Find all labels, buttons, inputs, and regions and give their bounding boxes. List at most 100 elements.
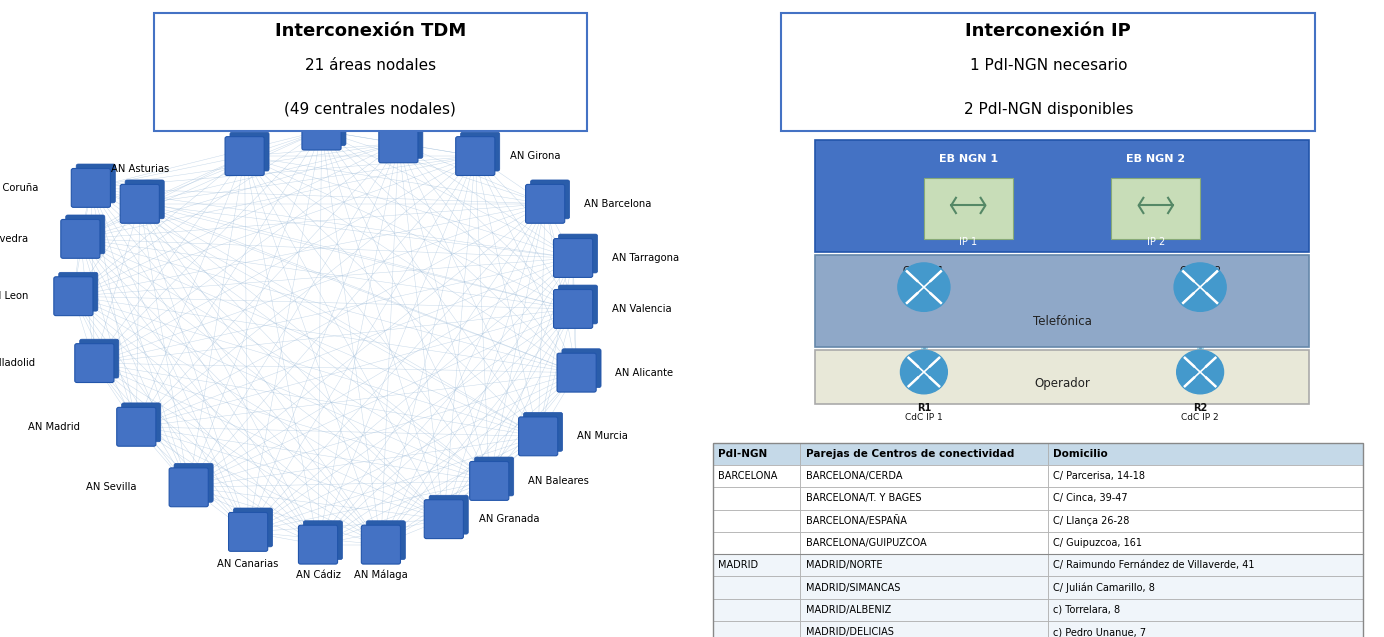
Text: R1: R1 bbox=[916, 285, 931, 296]
Text: R2: R2 bbox=[1193, 285, 1208, 296]
Bar bbox=[1048, 532, 1363, 554]
FancyBboxPatch shape bbox=[226, 136, 264, 175]
Text: MADRID/ALBENIZ: MADRID/ALBENIZ bbox=[805, 605, 891, 615]
Bar bbox=[713, 443, 800, 465]
FancyBboxPatch shape bbox=[383, 120, 424, 158]
Text: BARCELONA/CERDA: BARCELONA/CERDA bbox=[805, 471, 902, 481]
Bar bbox=[1048, 443, 1363, 465]
FancyBboxPatch shape bbox=[125, 180, 165, 218]
Text: 21 áreas nodales: 21 áreas nodales bbox=[304, 58, 436, 73]
Bar bbox=[713, 621, 800, 637]
FancyBboxPatch shape bbox=[469, 461, 509, 501]
FancyBboxPatch shape bbox=[425, 499, 464, 539]
FancyBboxPatch shape bbox=[554, 289, 592, 329]
Text: c) Pedro Unanue, 7: c) Pedro Unanue, 7 bbox=[1053, 627, 1146, 637]
Text: R2: R2 bbox=[1193, 403, 1207, 413]
Bar bbox=[1111, 178, 1200, 239]
FancyBboxPatch shape bbox=[72, 168, 111, 208]
Bar bbox=[713, 487, 800, 510]
FancyBboxPatch shape bbox=[122, 403, 161, 442]
Text: Interconexión IP: Interconexión IP bbox=[966, 22, 1131, 40]
Text: CdC IP 2: CdC IP 2 bbox=[1182, 413, 1219, 422]
Text: C/ Llança 26-28: C/ Llança 26-28 bbox=[1053, 516, 1129, 526]
Bar bbox=[713, 443, 1363, 637]
Text: AN Tarragona: AN Tarragona bbox=[612, 253, 678, 263]
Text: AN Alicante: AN Alicante bbox=[614, 368, 673, 378]
Text: CdC IP 2: CdC IP 2 bbox=[1179, 266, 1221, 276]
Text: AN Coruña: AN Coruña bbox=[0, 183, 39, 193]
Text: AN Guipuzcoa: AN Guipuzcoa bbox=[286, 94, 357, 104]
Bar bbox=[800, 465, 1048, 487]
FancyBboxPatch shape bbox=[61, 219, 100, 259]
Bar bbox=[713, 576, 800, 599]
Text: MADRID/SIMANCAS: MADRID/SIMANCAS bbox=[805, 583, 901, 592]
Bar bbox=[800, 621, 1048, 637]
FancyBboxPatch shape bbox=[58, 273, 98, 311]
Bar bbox=[815, 255, 1309, 347]
Text: EB NGN 2: EB NGN 2 bbox=[1127, 154, 1185, 164]
Text: AN Girona: AN Girona bbox=[511, 151, 561, 161]
Text: c) Torrelara, 8: c) Torrelara, 8 bbox=[1053, 605, 1121, 615]
Text: C/ Guipuzcoa, 161: C/ Guipuzcoa, 161 bbox=[1053, 538, 1142, 548]
FancyBboxPatch shape bbox=[76, 164, 115, 203]
Text: AN Cádiz: AN Cádiz bbox=[296, 570, 340, 580]
FancyBboxPatch shape bbox=[475, 457, 513, 496]
FancyBboxPatch shape bbox=[562, 349, 601, 387]
Bar bbox=[1048, 510, 1363, 532]
FancyBboxPatch shape bbox=[228, 512, 267, 551]
Text: AN Murcia: AN Murcia bbox=[577, 431, 627, 441]
Text: IP 2: IP 2 bbox=[1146, 237, 1165, 247]
Text: (49 centrales nodales): (49 centrales nodales) bbox=[285, 102, 457, 117]
Bar bbox=[815, 140, 1309, 252]
Text: AN Vizcaya: AN Vizcaya bbox=[217, 119, 273, 129]
Text: AN Valencia: AN Valencia bbox=[612, 304, 671, 314]
Circle shape bbox=[898, 263, 949, 311]
Text: BARCELONA: BARCELONA bbox=[718, 471, 778, 481]
FancyBboxPatch shape bbox=[169, 468, 208, 507]
Text: R1: R1 bbox=[916, 403, 931, 413]
Text: MADRID: MADRID bbox=[718, 561, 758, 570]
Text: AN Barcelona: AN Barcelona bbox=[584, 199, 650, 209]
Bar bbox=[800, 576, 1048, 599]
Text: BARCELONA/ESPAÑA: BARCELONA/ESPAÑA bbox=[805, 515, 907, 526]
FancyBboxPatch shape bbox=[379, 124, 418, 162]
FancyBboxPatch shape bbox=[116, 408, 156, 446]
Bar bbox=[800, 554, 1048, 576]
Bar bbox=[1048, 487, 1363, 510]
Circle shape bbox=[901, 350, 947, 394]
Bar bbox=[713, 599, 800, 621]
Bar bbox=[713, 510, 800, 532]
Circle shape bbox=[1174, 263, 1226, 311]
Bar bbox=[815, 350, 1309, 404]
Bar bbox=[154, 13, 587, 131]
Text: C/ Parcerisa, 14-18: C/ Parcerisa, 14-18 bbox=[1053, 471, 1146, 481]
Text: AN Madrid: AN Madrid bbox=[29, 422, 80, 432]
Text: CdC IP 1: CdC IP 1 bbox=[904, 266, 944, 276]
Bar bbox=[781, 13, 1316, 131]
FancyBboxPatch shape bbox=[429, 496, 468, 534]
Bar bbox=[713, 465, 800, 487]
Text: EB NGN 1: EB NGN 1 bbox=[938, 154, 998, 164]
FancyBboxPatch shape bbox=[303, 521, 342, 559]
FancyBboxPatch shape bbox=[174, 464, 213, 502]
Text: AN Leon: AN Leon bbox=[0, 291, 28, 301]
Text: MADRID/DELICIAS: MADRID/DELICIAS bbox=[805, 627, 894, 637]
Bar bbox=[713, 532, 800, 554]
FancyBboxPatch shape bbox=[234, 508, 273, 547]
FancyBboxPatch shape bbox=[367, 521, 406, 559]
Text: C/ Julián Camarillo, 8: C/ Julián Camarillo, 8 bbox=[1053, 582, 1156, 593]
Text: Telefónica: Telefónica bbox=[1032, 315, 1092, 328]
Bar bbox=[1048, 599, 1363, 621]
FancyBboxPatch shape bbox=[80, 339, 119, 378]
Text: AN Granada: AN Granada bbox=[479, 514, 540, 524]
Bar bbox=[800, 532, 1048, 554]
Text: 2 PdI-NGN disponibles: 2 PdI-NGN disponibles bbox=[963, 102, 1133, 117]
FancyBboxPatch shape bbox=[558, 285, 598, 324]
Text: AN Pontevedra: AN Pontevedra bbox=[0, 234, 28, 244]
Text: Domicilio: Domicilio bbox=[1053, 449, 1109, 459]
Text: C/ Cinca, 39-47: C/ Cinca, 39-47 bbox=[1053, 494, 1128, 503]
Text: MADRID/NORTE: MADRID/NORTE bbox=[805, 561, 883, 570]
FancyBboxPatch shape bbox=[554, 239, 592, 278]
Text: Parejas de Centros de conectividad: Parejas de Centros de conectividad bbox=[805, 449, 1014, 459]
Text: AN Asturias: AN Asturias bbox=[111, 164, 169, 174]
